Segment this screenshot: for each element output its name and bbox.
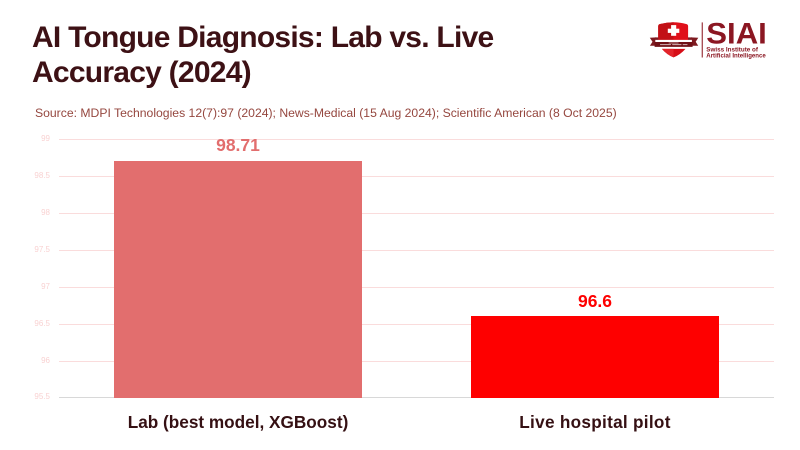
svg-text:Swiss Institute of: Swiss Institute of xyxy=(706,47,758,54)
svg-text:Artificial Intelligence: Artificial Intelligence xyxy=(706,53,766,60)
svg-text:SIAI: SIAI xyxy=(706,18,767,50)
